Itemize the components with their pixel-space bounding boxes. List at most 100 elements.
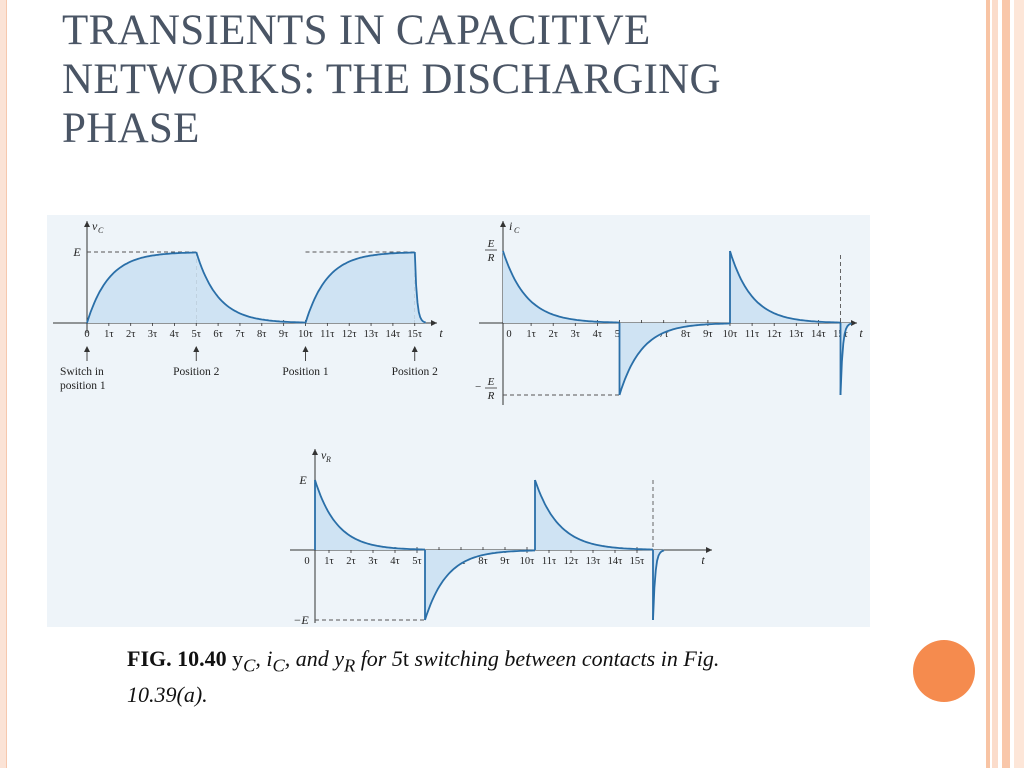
ic-pulse-pos-1-fill [503, 251, 620, 323]
vr-tick-label-14: 14τ [608, 556, 623, 567]
ic-y-axis-arrowhead [500, 221, 506, 227]
vc-switch-arrowhead-3 [411, 346, 418, 352]
ic-tick-label-8: 8τ [681, 329, 690, 340]
caption-text-1: y [226, 646, 244, 671]
vc-discharge-1 [195, 251, 306, 324]
vc-switch-label-2: Position 1 [282, 366, 329, 378]
vc-tick-label-3: 3τ [148, 329, 157, 340]
ic-tick-label-14: 14τ [811, 329, 826, 340]
vr-pulse-pos-1-fill [315, 480, 425, 550]
caption-text-4: for 5 [355, 646, 403, 671]
vr-y-axis-arrowhead [312, 449, 318, 455]
vr-tick-label-8: 8τ [478, 556, 487, 567]
vr-level-top: E [298, 473, 307, 487]
ic-pulse-neg-1-fill [619, 323, 730, 395]
vc-tick-label-1: 1τ [104, 329, 113, 340]
left-decor-bar [0, 0, 7, 768]
caption-sub-r: R [343, 655, 356, 676]
vc-tick-label-8: 8τ [257, 329, 266, 340]
vc-tick-label-12: 12τ [342, 329, 357, 340]
ic-bot-sign: − [474, 381, 481, 393]
ic-tick-label-13: 13τ [789, 329, 804, 340]
vc-tick-label-9: 9τ [279, 329, 288, 340]
vc-tick-label-10: 10τ [298, 329, 313, 340]
vr-tick-label-4: 4τ [390, 556, 399, 567]
vr-pulse-pos-2 [534, 479, 653, 551]
vr-pulse-neg-1-fill [425, 550, 535, 620]
vr-y-label: v [321, 448, 327, 462]
vc-tick-label-13: 13τ [364, 329, 379, 340]
vr-pulse-neg-1 [424, 549, 535, 621]
vc-switch-label-0: Switch in [60, 366, 104, 378]
caption-fig-label: FIG. 10.40 [127, 646, 227, 671]
ic-pulse-neg-1 [618, 322, 730, 396]
ic-tick-label-11: 11τ [745, 329, 759, 340]
vr-pulse-pos-1 [314, 479, 425, 551]
vr-tick-label-11: 11τ [542, 556, 556, 567]
vc-switch-label-3: Position 2 [392, 366, 439, 378]
ic-y-label: i [509, 219, 512, 233]
vr-tick-label-5: 5τ [412, 556, 421, 567]
ic-bot-num: E [487, 376, 495, 388]
vr-pulse-pos-2-fill [535, 480, 653, 550]
vc-charge-1 [86, 251, 197, 324]
vc-tick-label-2: 2τ [126, 329, 135, 340]
ic-pulse-pos-1 [502, 250, 620, 324]
vr-level-bottom: −E [293, 613, 309, 627]
ic-tick-label-2: 2τ [548, 329, 557, 340]
vc-t-label: t [439, 326, 443, 340]
ic-tick-label-3: 3τ [571, 329, 580, 340]
vr-tick-label-9: 9τ [500, 556, 509, 567]
vr-t-axis-arrowhead [706, 547, 712, 553]
caption-text-5: switching between contacts in Fig. 10.39… [127, 646, 720, 708]
ic-pulse-pos-2-fill [730, 251, 841, 323]
vr-t-label: t [701, 553, 705, 567]
figure-caption: FIG. 10.40 yC, iC, and yR for 5t switchi… [127, 644, 747, 710]
caption-ic: i [266, 646, 273, 671]
vc-switch-label-1: Position 2 [173, 366, 220, 378]
vc-t-axis-arrowhead [431, 320, 437, 326]
ic-tick-label-4: 4τ [593, 329, 602, 340]
ic-top-den: R [487, 252, 495, 264]
vr-pulse-neg-2 [652, 549, 665, 621]
vc-tick-label-11: 11τ [320, 329, 334, 340]
ic-tick-label-0: 0 [506, 329, 511, 340]
ic-tick-label-7: 7τ [659, 329, 668, 340]
vc-charge-2 [304, 251, 415, 324]
accent-circle [913, 640, 975, 702]
vc-discharge-2 [413, 251, 426, 324]
vc-charge-2-fill [305, 252, 415, 323]
caption-sub-c1: C [243, 655, 256, 676]
vc-charge-1-fill [87, 252, 197, 323]
vr-tick-label-2: 2τ [346, 556, 355, 567]
vc-y-label: v [92, 219, 98, 233]
caption-text-3: , and y [284, 646, 344, 671]
vc-tick-label-6: 6τ [213, 329, 222, 340]
ic-t-axis-arrowhead [851, 320, 857, 326]
vc-y-label-sub: C [98, 226, 104, 235]
caption-text-2: , [255, 646, 267, 671]
ic-tick-label-12: 12τ [767, 329, 782, 340]
ic-top-num: E [487, 238, 495, 250]
ic-t-label: t [859, 326, 863, 340]
caption-tau: t [402, 646, 409, 671]
vc-tick-label-5: 5τ [192, 329, 201, 340]
vc-discharge-1-fill [196, 252, 306, 323]
vc-switch-label2-0: position 1 [60, 380, 106, 392]
vc-tick-label-7: 7τ [235, 329, 244, 340]
ic-pulse-pos-2 [729, 250, 841, 324]
vc-switch-arrowhead-2 [302, 346, 309, 352]
right-decor-stripes [980, 0, 1024, 768]
vc-tick-label-14: 14τ [386, 329, 401, 340]
vr-y-label-sub: R [325, 455, 331, 464]
vr-tick-label-1: 1τ [324, 556, 333, 567]
ic-tick-label-1: 1τ [526, 329, 535, 340]
vc-switch-arrowhead-1 [193, 346, 200, 352]
ic-bot-den: R [487, 390, 495, 402]
vr-tick-label-3: 3τ [368, 556, 377, 567]
ic-pulse-neg-2 [839, 322, 852, 396]
vr-tick-label-10: 10τ [520, 556, 535, 567]
vc-switch-arrowhead-0 [84, 346, 90, 352]
